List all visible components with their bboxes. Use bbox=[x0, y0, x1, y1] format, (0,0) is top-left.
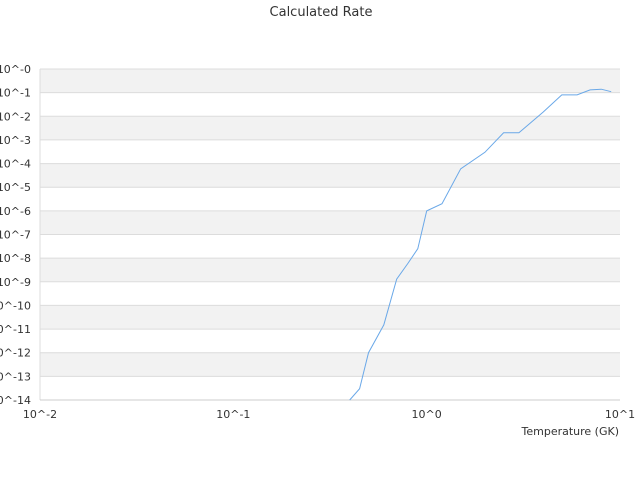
grid-band bbox=[40, 258, 620, 282]
y-tick-label: 10^-12 bbox=[0, 347, 31, 360]
x-tick-label: 10^-2 bbox=[23, 408, 57, 421]
grid-band bbox=[40, 352, 620, 377]
y-tick-label: 10^-8 bbox=[0, 252, 31, 265]
grid-band bbox=[40, 116, 620, 140]
grid-band bbox=[40, 69, 620, 93]
grid-bands bbox=[40, 69, 620, 400]
y-tick-label: 10^-13 bbox=[0, 370, 31, 383]
x-tick-label: 10^0 bbox=[412, 408, 442, 421]
x-tick-labels: 10^-2 10^-1 10^0 10^1 bbox=[23, 408, 635, 421]
y-tick-label: 10^-10 bbox=[0, 299, 31, 312]
grid-band bbox=[40, 92, 620, 117]
grid-band bbox=[40, 139, 620, 164]
grid-band bbox=[40, 187, 620, 211]
grid-band bbox=[40, 163, 620, 188]
x-tick-label: 10^-1 bbox=[216, 408, 250, 421]
x-axis-label: Temperature (GK) bbox=[521, 425, 620, 438]
y-tick-label: 10^-6 bbox=[0, 205, 31, 218]
series-line bbox=[349, 88, 612, 401]
grid-band bbox=[40, 376, 620, 400]
y-tick-label: 10^-7 bbox=[0, 229, 31, 242]
y-tick-label: 10^-11 bbox=[0, 323, 31, 336]
grid-band bbox=[40, 234, 620, 259]
grid-band bbox=[40, 305, 620, 330]
y-tick-label: 10^-1 bbox=[0, 87, 31, 100]
y-tick-label: 10^-14 bbox=[0, 394, 31, 407]
y-tick-label: 10^-9 bbox=[0, 276, 31, 289]
x-tick-label: 10^1 bbox=[605, 408, 635, 421]
y-tick-label: 10^-2 bbox=[0, 110, 31, 123]
series-layer bbox=[349, 88, 612, 401]
grid-lines bbox=[39, 68, 620, 401]
grid-band bbox=[40, 210, 620, 235]
grid-band bbox=[40, 281, 620, 306]
y-tick-label: 10^-5 bbox=[0, 181, 31, 194]
y-tick-labels: 10^-0 10^-1 10^-2 10^-3 10^-4 10^-5 10^-6 10^-7… bbox=[0, 63, 31, 407]
chart-title: Calculated Rate bbox=[270, 5, 373, 20]
y-tick-label: 10^-0 bbox=[0, 63, 31, 76]
y-tick-label: 10^-3 bbox=[0, 134, 31, 147]
y-tick-label: 10^-4 bbox=[0, 158, 31, 171]
grid-band bbox=[40, 329, 620, 353]
